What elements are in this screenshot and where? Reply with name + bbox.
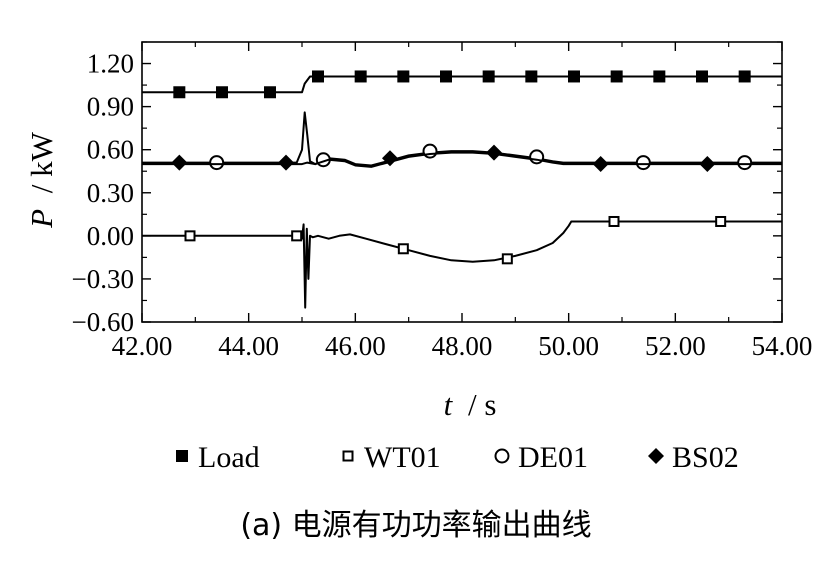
marker-bs02 xyxy=(592,156,609,173)
x-tick-label: 54.00 xyxy=(752,331,813,361)
plot-area: 42.00 44.00 46.00 48.00 50.00 52.00 54.00 1.20 0… xyxy=(72,41,813,361)
marker-load xyxy=(568,70,580,83)
x-tick-label: 44.00 xyxy=(218,331,279,361)
y-tick-label: −0.30 xyxy=(72,264,134,294)
marker-de01 xyxy=(635,155,651,171)
x-axis-unit: / s xyxy=(468,387,496,422)
y-axis-title: P / kW xyxy=(24,131,59,229)
x-tick-label: 52.00 xyxy=(645,331,706,361)
x-axis-variable: t xyxy=(444,387,454,422)
series-load xyxy=(142,70,782,99)
marker-wt01 xyxy=(397,243,409,255)
figure-caption: (a) 电源有功功率输出曲线 xyxy=(240,508,592,543)
legend-label-bs02: BS02 xyxy=(672,441,739,474)
series-line-load xyxy=(142,75,782,94)
legend-marker-de01 xyxy=(494,448,510,464)
y-tick-label: 1.20 xyxy=(87,49,134,79)
plot-frame xyxy=(141,41,783,323)
marker-load xyxy=(738,70,751,83)
marker-bs02 xyxy=(699,156,716,173)
marker-load xyxy=(264,86,276,99)
series-line-bs02 xyxy=(142,151,782,168)
marker-wt01 xyxy=(184,230,196,242)
marker-load xyxy=(312,70,324,83)
legend-item-de01: DE01 xyxy=(494,441,588,474)
marker-wt01 xyxy=(501,253,513,265)
series-bs02 xyxy=(142,144,782,173)
y-tick-label: 0.60 xyxy=(87,135,134,165)
marker-wt01 xyxy=(715,215,727,227)
marker-load xyxy=(216,86,228,99)
marker-load xyxy=(440,70,452,83)
marker-load xyxy=(354,70,367,83)
legend-marker-bs02 xyxy=(648,448,664,464)
marker-bs02 xyxy=(171,154,188,171)
y-tick-label: −0.60 xyxy=(72,307,134,337)
legend-label-load: Load xyxy=(198,441,260,474)
legend-marker-wt01 xyxy=(342,450,354,462)
x-tick-label: 42.00 xyxy=(112,331,173,361)
legend-item-wt01: WT01 xyxy=(342,441,441,474)
marker-load xyxy=(173,86,186,99)
series-de01 xyxy=(142,111,782,171)
marker-load xyxy=(696,70,708,83)
legend-item-load: Load xyxy=(176,441,260,474)
y-tick-label: 0.90 xyxy=(87,92,134,122)
marker-load xyxy=(525,70,538,83)
marker-de01 xyxy=(422,143,438,159)
series-line-de01 xyxy=(142,111,782,167)
marker-wt01 xyxy=(291,230,303,242)
legend-label-de01: DE01 xyxy=(518,441,588,474)
svg-text:t / s: t / s xyxy=(444,387,497,422)
marker-bs02 xyxy=(278,154,294,171)
y-tick-label: 0.30 xyxy=(87,178,134,208)
x-tick-label: 50.00 xyxy=(538,331,599,361)
series-line-wt01 xyxy=(142,220,782,309)
marker-bs02 xyxy=(486,144,502,161)
svg-text:P / kW: P / kW xyxy=(24,131,59,229)
marker-de01 xyxy=(737,155,753,171)
marker-load xyxy=(397,70,410,83)
marker-load xyxy=(610,70,623,83)
series-wt01 xyxy=(142,215,782,309)
marker-bs02 xyxy=(382,150,398,167)
y-axis-unit: / kW xyxy=(24,131,59,193)
legend: Load WT01 DE01 BS02 xyxy=(176,441,739,474)
marker-load xyxy=(482,70,495,83)
legend-item-bs02: BS02 xyxy=(648,441,739,474)
x-axis-title: t / s xyxy=(444,387,497,422)
marker-de01 xyxy=(209,155,225,171)
y-axis-variable: P xyxy=(24,209,59,229)
x-tick-label: 48.00 xyxy=(432,331,493,361)
marker-wt01 xyxy=(608,215,620,227)
y-tick-label: 0.00 xyxy=(87,221,134,251)
x-tick-label: 46.00 xyxy=(325,331,386,361)
legend-label-wt01: WT01 xyxy=(364,441,441,474)
marker-load xyxy=(653,70,666,83)
legend-marker-load xyxy=(176,450,188,462)
